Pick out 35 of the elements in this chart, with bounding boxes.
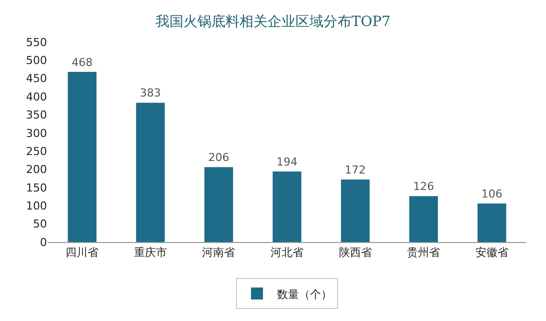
data-label: 206 (208, 151, 230, 164)
y-tick-label: 450 (26, 72, 47, 86)
bar (340, 179, 370, 242)
x-tick-label: 重庆市 (134, 246, 167, 260)
bar (272, 171, 302, 242)
y-tick-label: 150 (26, 181, 47, 194)
x-tick-label: 四川省 (66, 246, 99, 260)
y-tick-label: 0 (40, 236, 47, 249)
x-tick-label: 安徽省 (475, 246, 508, 260)
data-label: 172 (344, 163, 366, 176)
x-tick-label: 陕西省 (338, 246, 372, 260)
chart-title: 我国火锅底料相关企业区域分布TOP7 (155, 14, 391, 30)
bar (204, 167, 234, 242)
bar (136, 102, 165, 242)
bar (409, 196, 438, 242)
y-tick-label: 550 (26, 36, 47, 49)
y-tick-label: 300 (26, 126, 47, 140)
bar (68, 72, 96, 242)
y-tick-label: 200 (26, 163, 47, 176)
y-tick-label: 500 (26, 54, 47, 68)
y-tick-label: 100 (26, 199, 47, 212)
y-tick-label: 50 (33, 218, 47, 231)
x-tick-label: 河北省 (270, 246, 304, 260)
data-label: 126 (413, 180, 434, 194)
y-tick-label: 350 (26, 108, 47, 122)
data-label: 106 (481, 187, 502, 200)
y-tick-label: 250 (26, 144, 47, 158)
x-tick-label: 河南省 (202, 246, 236, 260)
legend-label: 数量（个） (277, 288, 332, 301)
x-tick-label: 贵州省 (407, 246, 440, 260)
bar (478, 203, 506, 242)
data-label: 468 (72, 56, 93, 69)
y-tick-label: 400 (26, 90, 47, 104)
data-label: 194 (276, 155, 298, 168)
data-label: 383 (140, 86, 161, 100)
